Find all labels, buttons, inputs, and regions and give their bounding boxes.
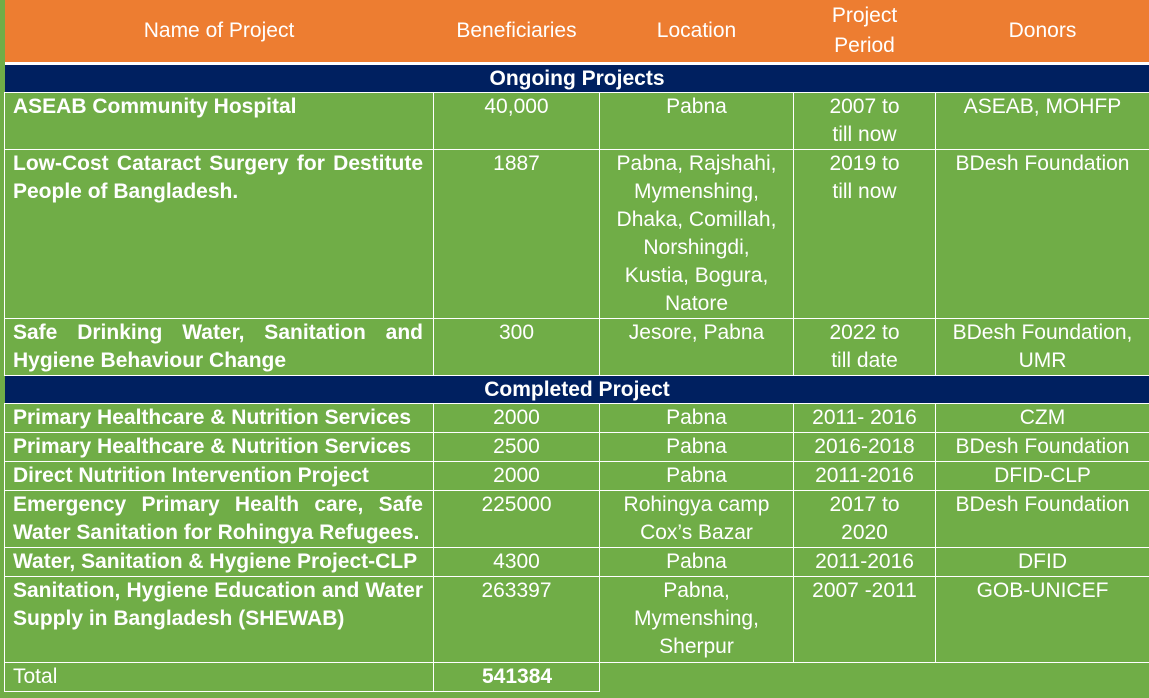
projects-table: Name of Project Beneficiaries Location P…: [4, 0, 1149, 692]
cell-donors: BDesh Foundation: [935, 490, 1149, 548]
cell-name: Water, Sanitation & Hygiene Project-CLP: [4, 547, 434, 577]
cell-donors: CZM: [935, 403, 1149, 433]
section-title: Completed Project: [4, 375, 1149, 404]
cell-period: 2017 to 2020: [793, 490, 936, 548]
col-header-location: Location: [599, 0, 794, 65]
cell-donors: DFID: [935, 547, 1149, 577]
cell-beneficiaries: 2500: [433, 432, 600, 462]
cell-period: 2016-2018: [793, 432, 936, 462]
cell-location: Pabna, Rajshahi, Mymenshing, Dhaka, Comi…: [599, 149, 794, 319]
cell-beneficiaries: 300: [433, 318, 600, 376]
cell-period: 2019 to till now: [793, 149, 936, 319]
cell-name: Low-Cost Cataract Surgery for Destitute …: [4, 149, 434, 319]
section-title: Ongoing Projects: [4, 63, 1149, 93]
empty-cell: [600, 663, 794, 692]
table-row: Primary Healthcare & Nutrition Services …: [4, 403, 1149, 433]
cell-name: ASEAB Community Hospital: [4, 92, 434, 150]
cell-donors: ASEAB, MOHFP: [935, 92, 1149, 150]
table-row: Water, Sanitation & Hygiene Project-CLP …: [4, 547, 1149, 577]
cell-name: Direct Nutrition Intervention Project: [4, 461, 434, 491]
cell-donors: BDesh Foundation: [935, 149, 1149, 319]
table-row: Sanitation, Hygiene Education and Water …: [4, 576, 1149, 663]
total-row: Total 541384: [4, 662, 1149, 692]
cell-period: 2007 -2011: [793, 576, 936, 663]
cell-period: 2007 to till now: [793, 92, 936, 150]
cell-period: 2011-2016: [793, 461, 936, 491]
table-row: Emergency Primary Health care, Safe Wate…: [4, 490, 1149, 548]
cell-beneficiaries: 2000: [433, 403, 600, 433]
section-header-ongoing: Ongoing Projects: [4, 63, 1149, 93]
cell-period: 2011-2016: [793, 547, 936, 577]
table-row: ASEAB Community Hospital 40,000 Pabna 20…: [4, 92, 1149, 150]
table-row: Primary Healthcare & Nutrition Services …: [4, 432, 1149, 462]
col-header-name: Name of Project: [4, 0, 434, 65]
cell-location: Pabna: [599, 432, 794, 462]
cell-location: Pabna, Mymenshing, Sherpur: [599, 576, 794, 663]
empty-cell: [794, 663, 936, 692]
cell-location: Pabna: [599, 92, 794, 150]
cell-beneficiaries: 225000: [433, 490, 600, 548]
total-value: 541384: [433, 662, 600, 692]
cell-beneficiaries: 40,000: [433, 92, 600, 150]
table-row: Low-Cost Cataract Surgery for Destitute …: [4, 149, 1149, 319]
cell-period: 2022 to till date: [793, 318, 936, 376]
cell-name: Primary Healthcare & Nutrition Services: [4, 403, 434, 433]
cell-location: Pabna: [599, 461, 794, 491]
cell-donors: BDesh Foundation, UMR: [935, 318, 1149, 376]
col-header-donors: Donors: [935, 0, 1149, 65]
section-header-completed: Completed Project: [4, 375, 1149, 404]
cell-location: Rohingya camp Cox’s Bazar: [599, 490, 794, 548]
cell-beneficiaries: 4300: [433, 547, 600, 577]
cell-donors: BDesh Foundation: [935, 432, 1149, 462]
table-row: Safe Drinking Water, Sanitation and Hygi…: [4, 318, 1149, 376]
col-header-period: Project Period: [793, 0, 936, 65]
header-row: Name of Project Beneficiaries Location P…: [4, 0, 1149, 65]
total-label: Total: [4, 662, 434, 692]
cell-donors: DFID-CLP: [935, 461, 1149, 491]
cell-name: Sanitation, Hygiene Education and Water …: [4, 576, 434, 663]
cell-beneficiaries: 263397: [433, 576, 600, 663]
empty-cell: [936, 663, 1149, 692]
cell-location: Jesore, Pabna: [599, 318, 794, 376]
cell-period: 2011- 2016: [793, 403, 936, 433]
cell-name: Emergency Primary Health care, Safe Wate…: [4, 490, 434, 548]
cell-beneficiaries: 1887: [433, 149, 600, 319]
cell-name: Primary Healthcare & Nutrition Services: [4, 432, 434, 462]
cell-beneficiaries: 2000: [433, 461, 600, 491]
cell-location: Pabna: [599, 403, 794, 433]
cell-name: Safe Drinking Water, Sanitation and Hygi…: [4, 318, 434, 376]
col-header-beneficiaries: Beneficiaries: [433, 0, 600, 65]
table-row: Direct Nutrition Intervention Project 20…: [4, 461, 1149, 491]
cell-donors: GOB-UNICEF: [935, 576, 1149, 663]
cell-location: Pabna: [599, 547, 794, 577]
